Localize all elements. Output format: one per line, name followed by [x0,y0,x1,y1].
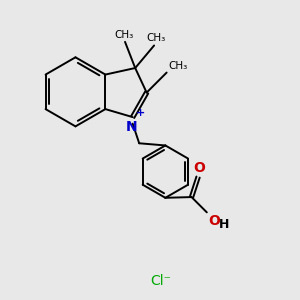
Text: H: H [218,218,229,231]
Text: O: O [193,161,205,175]
Text: O: O [208,214,220,228]
Text: Cl⁻: Cl⁻ [150,274,171,288]
Text: CH₃: CH₃ [114,30,133,40]
Text: CH₃: CH₃ [146,33,165,43]
Text: N: N [125,120,137,134]
Text: +: + [136,109,145,118]
Text: CH₃: CH₃ [168,61,187,71]
